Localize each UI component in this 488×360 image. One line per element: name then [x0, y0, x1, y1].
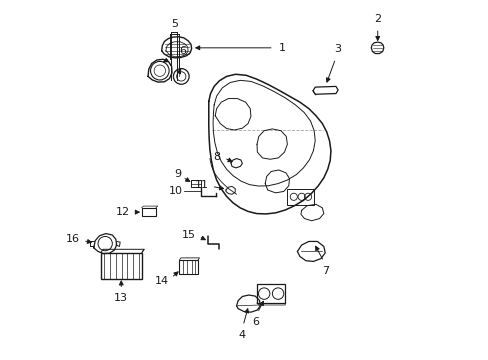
- Text: 14: 14: [154, 276, 168, 286]
- Bar: [287, 189, 313, 205]
- Text: 10: 10: [169, 186, 183, 197]
- Bar: [142, 208, 156, 216]
- Text: 16: 16: [66, 234, 80, 244]
- Text: 1: 1: [278, 43, 285, 53]
- Text: 5: 5: [171, 19, 178, 29]
- Bar: [190, 180, 201, 187]
- Bar: [256, 284, 285, 303]
- Text: 11: 11: [194, 180, 208, 190]
- Text: 6: 6: [179, 46, 186, 56]
- Bar: [101, 252, 142, 279]
- Text: 13: 13: [114, 293, 128, 303]
- Text: 12: 12: [116, 207, 130, 217]
- Text: 8: 8: [213, 152, 220, 162]
- Text: 2: 2: [373, 14, 381, 23]
- Text: 6: 6: [252, 317, 259, 327]
- Text: 9: 9: [173, 169, 181, 179]
- Text: 15: 15: [182, 230, 196, 240]
- Text: 7: 7: [322, 266, 329, 276]
- Bar: [179, 260, 198, 274]
- Text: 4: 4: [238, 330, 244, 340]
- Text: 3: 3: [333, 44, 340, 54]
